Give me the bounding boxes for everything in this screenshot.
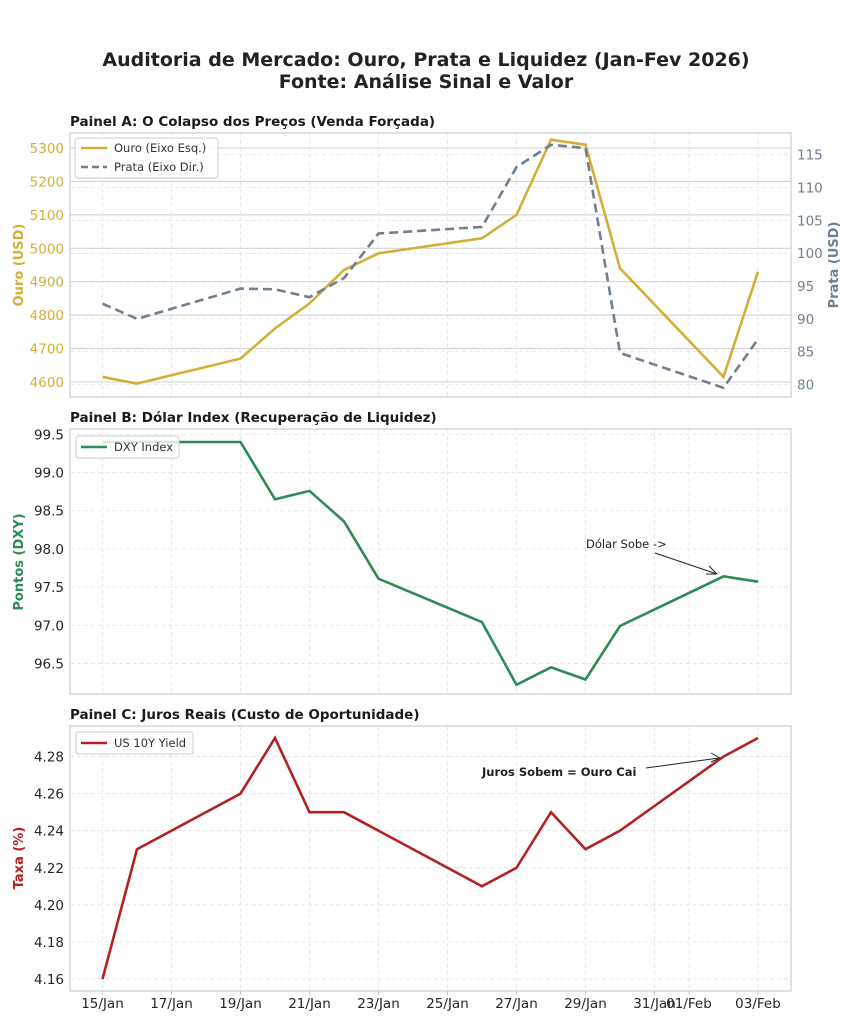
panel-c-xticks: 15/Jan 17/Jan 19/Jan 21/Jan 23/Jan 25/Jan 27/J… [81, 991, 781, 1012]
y-tick-label-right: 110 [797, 181, 823, 197]
x-tick-label: 31/Jan [633, 996, 676, 1012]
panel-a-grid [70, 133, 791, 397]
panel-a-ylabel-right: Prata (USD) [827, 222, 842, 309]
y-tick-label: 4.20 [34, 898, 64, 914]
x-tick-label: 17/Jan [150, 996, 193, 1012]
y-tick-label: 97.5 [34, 580, 64, 596]
panel-b-legend: DXY Index [75, 435, 180, 459]
y-tick-label: 4.26 [34, 787, 64, 803]
annotation-dolar-sobe: Dólar Sobe -> [586, 537, 667, 551]
x-tick-label: 21/Jan [288, 996, 331, 1012]
series-line-dxy-index [102, 440, 759, 687]
y-tick-label: 98.5 [34, 504, 64, 520]
y-tick-label: 5000 [30, 241, 64, 257]
panel-c-legend: US 10Y Yield [75, 731, 194, 755]
x-tick-label: 15/Jan [81, 996, 124, 1012]
panel-c-yticks: 4.16 4.18 4.20 4.22 4.24 4.26 4.28 [34, 750, 64, 988]
panel-b-annotation: Dólar Sobe -> [586, 537, 718, 575]
x-tick-label: 01/Feb [666, 996, 712, 1012]
panel-c-title: Painel C: Juros Reais (Custo de Oportuni… [70, 707, 420, 723]
panel-c-ylabel: Taxa (%) [12, 827, 27, 890]
x-tick-label: 25/Jan [426, 996, 469, 1012]
annotation-arrow-line [645, 757, 720, 769]
panel-c: Painel C: Juros Reais (Custo de Oportuni… [12, 707, 792, 1012]
x-tick-label: 03/Feb [735, 996, 781, 1012]
y-tick-label: 4600 [30, 375, 64, 391]
y-tick-label: 4.16 [34, 972, 64, 988]
y-tick-label-right: 115 [797, 148, 823, 164]
panel-c-grid [70, 726, 791, 991]
annotation-juros-sobem: Juros Sobem = Ouro Cai [481, 765, 636, 779]
y-tick-label: 4.18 [34, 935, 64, 951]
y-tick-label: 4700 [30, 342, 64, 358]
panel-b: Painel B: Dólar Index (Recuperação de Li… [12, 410, 792, 695]
y-tick-label-right: 100 [797, 246, 823, 262]
y-tick-label: 97.0 [34, 618, 64, 634]
panel-a: Painel A: O Colapso dos Preços (Venda Fo… [12, 114, 842, 398]
series-line-prata-eixo-dir [101, 143, 760, 390]
panel-a-title: Painel A: O Colapso dos Preços (Venda Fo… [70, 114, 435, 130]
y-tick-label: 4.28 [34, 750, 64, 766]
x-tick-label: 27/Jan [495, 996, 538, 1012]
panel-b-frame [69, 428, 792, 695]
legend-label-yield: US 10Y Yield [114, 736, 186, 750]
panel-b-lines [102, 440, 759, 687]
panel-a-ylabel: Ouro (USD) [12, 224, 27, 307]
y-tick-label: 4900 [30, 275, 64, 291]
y-tick-label-right: 95 [797, 279, 814, 295]
legend-label-gold: Ouro (Eixo Esq.) [114, 141, 206, 155]
legend-box [75, 731, 194, 755]
series-line-us-10y-yield [101, 735, 759, 980]
legend-box [75, 435, 180, 459]
x-tick-label: 29/Jan [564, 996, 607, 1012]
x-tick-label: 19/Jan [219, 996, 262, 1012]
legend-box [74, 137, 219, 179]
panel-c-annotation: Juros Sobem = Ouro Cai [481, 752, 721, 779]
panel-c-frame [69, 725, 792, 992]
panel-b-title: Painel B: Dólar Index (Recuperação de Li… [70, 410, 437, 426]
y-tick-label-right: 105 [797, 213, 823, 229]
y-tick-label: 4800 [30, 308, 64, 324]
y-tick-label: 98.0 [34, 542, 64, 558]
figure-title-line2: Fonte: Análise Sinal e Valor [279, 71, 574, 93]
legend-label-dxy: DXY Index [114, 440, 173, 454]
y-tick-label: 5300 [30, 141, 64, 157]
y-tick-label: 99.0 [34, 466, 64, 482]
y-tick-label: 4.24 [34, 824, 64, 840]
legend-label-silver: Prata (Eixo Dir.) [114, 160, 204, 174]
panel-a-yticks: 4600 4700 4800 4900 5000 5100 5200 5300 [30, 141, 64, 391]
panel-b-yticks: 96.5 97.0 97.5 98.0 98.5 99.0 99.5 [34, 427, 64, 672]
panel-c-lines [101, 735, 759, 980]
annotation-arrowhead [710, 752, 721, 763]
panel-a-yticks-right: 80 85 90 95 100 105 110 115 [797, 148, 823, 394]
y-tick-label-right: 80 [797, 378, 814, 394]
panel-b-grid [70, 429, 791, 694]
y-tick-label-right: 85 [797, 345, 814, 361]
y-tick-label-right: 90 [797, 312, 814, 328]
annotation-arrow-line [654, 552, 718, 575]
panel-b-ylabel: Pontos (DXY) [12, 513, 27, 610]
series-line-ouro-eixo-esq [102, 138, 760, 385]
x-tick-label: 23/Jan [357, 996, 400, 1012]
panel-a-lines [101, 138, 760, 390]
y-tick-label: 4.22 [34, 861, 64, 877]
panel-a-legend: Ouro (Eixo Esq.) Prata (Eixo Dir.) [74, 137, 219, 179]
figure-title-line1: Auditoria de Mercado: Ouro, Prata e Liqu… [102, 49, 749, 71]
y-tick-label: 5200 [30, 174, 64, 190]
y-tick-label: 96.5 [34, 656, 64, 672]
y-tick-label: 99.5 [34, 427, 64, 443]
panel-a-frame [69, 132, 792, 398]
annotation-arrowhead [706, 565, 718, 575]
y-tick-label: 5100 [30, 208, 64, 224]
